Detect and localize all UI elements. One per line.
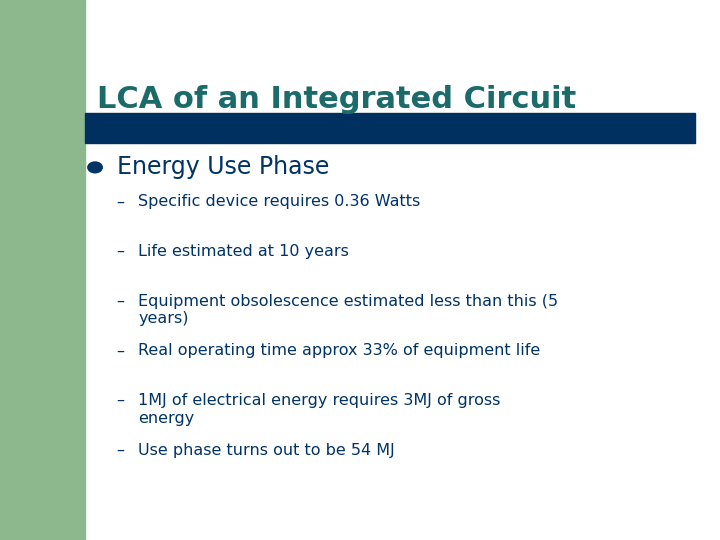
Text: Use phase turns out to be 54 MJ: Use phase turns out to be 54 MJ: [138, 443, 395, 458]
Text: 1MJ of electrical energy requires 3MJ of gross
energy: 1MJ of electrical energy requires 3MJ of…: [138, 393, 500, 426]
Text: Life estimated at 10 years: Life estimated at 10 years: [138, 244, 349, 259]
Text: –: –: [117, 443, 125, 458]
Text: –: –: [117, 244, 125, 259]
Text: –: –: [117, 194, 125, 210]
Text: Specific device requires 0.36 Watts: Specific device requires 0.36 Watts: [138, 194, 420, 210]
Text: Equipment obsolescence estimated less than this (5
years): Equipment obsolescence estimated less th…: [138, 294, 559, 326]
Text: LCA of an Integrated Circuit: LCA of an Integrated Circuit: [97, 85, 577, 114]
Text: –: –: [117, 294, 125, 309]
Text: Real operating time approx 33% of equipment life: Real operating time approx 33% of equipm…: [138, 343, 541, 359]
Text: Energy Use Phase: Energy Use Phase: [117, 156, 329, 179]
Text: –: –: [117, 343, 125, 359]
Text: –: –: [117, 393, 125, 408]
